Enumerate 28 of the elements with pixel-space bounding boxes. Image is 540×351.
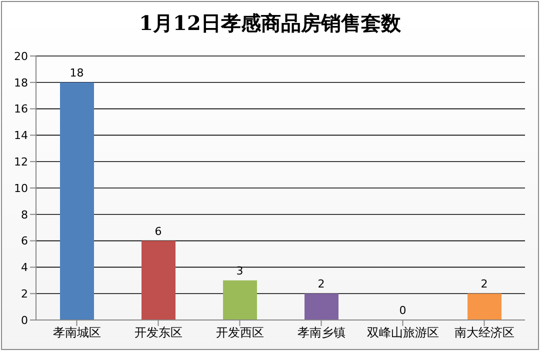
y-tick-label: 8 — [21, 208, 28, 222]
data-label: 2 — [318, 278, 325, 291]
x-tick-label: 开发西区 — [216, 326, 264, 340]
x-tick-label: 孝南乡镇 — [297, 326, 346, 340]
y-tick-label: 4 — [21, 261, 28, 274]
y-tick-label: 14 — [14, 129, 28, 142]
y-tick-label: 10 — [14, 182, 28, 195]
x-tick-label: 孝南城区 — [52, 326, 101, 340]
y-tick-label: 2 — [21, 288, 28, 301]
data-label: 0 — [399, 304, 406, 317]
chart-title: 1月12日孝感商品房销售套数 — [138, 10, 402, 37]
y-tick-label: 6 — [21, 234, 28, 248]
y-tick-label: 16 — [14, 102, 28, 116]
bar — [304, 294, 338, 320]
data-label: 6 — [154, 224, 162, 238]
y-tick-label: 20 — [14, 50, 28, 63]
y-tick-label: 18 — [14, 76, 28, 90]
x-tick-label: 南大经济区 — [454, 326, 514, 340]
bar — [142, 240, 176, 320]
bar — [468, 294, 502, 320]
y-tick-label: 12 — [14, 156, 28, 169]
y-tick-label: 0 — [21, 314, 28, 327]
bar — [60, 82, 94, 320]
data-label: 2 — [480, 278, 488, 291]
x-tick-label: 开发东区 — [134, 326, 182, 340]
bar — [223, 280, 257, 320]
x-tick-label: 双峰山旅游区 — [366, 326, 439, 340]
data-label: 18 — [70, 66, 84, 80]
